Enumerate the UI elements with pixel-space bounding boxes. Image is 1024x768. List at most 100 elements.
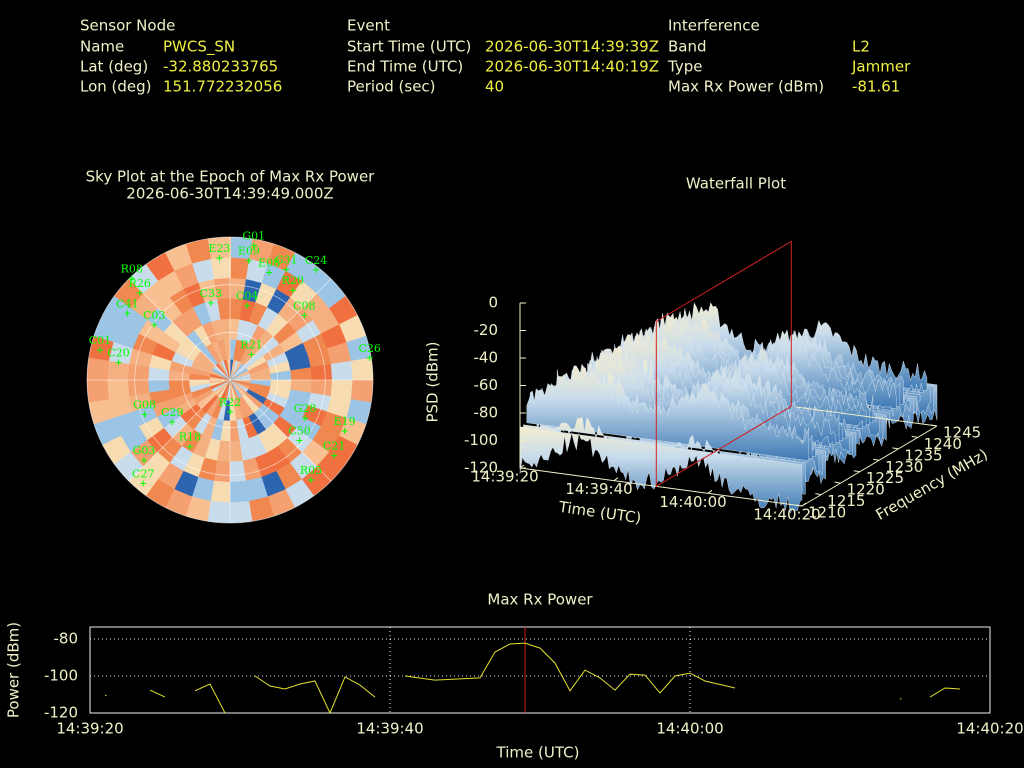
satellite: [115, 359, 122, 366]
sky-cell: [131, 332, 158, 355]
sky-cell: [321, 323, 348, 350]
sky-cell: [167, 379, 190, 390]
frequency-tick-label: 1230: [885, 458, 923, 476]
sky-cell: [179, 403, 202, 424]
sky-cell: [288, 389, 312, 407]
field-label: End Time (UTC): [347, 58, 463, 76]
sky-cell: [171, 423, 194, 447]
line-title: Max Rx Power: [487, 591, 593, 609]
sky-cell: [290, 280, 319, 309]
x-axis-label: Time (UTC): [496, 744, 580, 762]
satellite: [302, 415, 309, 422]
x-tick-label: 14:40:00: [656, 720, 723, 738]
satellite: [289, 287, 296, 294]
sky-cell: [200, 394, 218, 414]
frequency-tick: [795, 504, 803, 507]
section-title: Sensor Node: [80, 17, 175, 35]
sky-cell: [230, 237, 254, 260]
sky-cell: [128, 392, 153, 412]
sky-cell: [201, 320, 218, 344]
sky-cell: [174, 398, 197, 417]
sky-cell: [203, 438, 221, 462]
y-tick-label: -120: [44, 704, 78, 722]
satellite: [169, 419, 176, 426]
frequency-tick-label: 1240: [924, 435, 962, 453]
z-tick-label: -20: [474, 321, 499, 339]
sky-cell: [184, 496, 211, 523]
satellite-label: C21: [323, 440, 345, 453]
sky-cell: [249, 237, 276, 264]
sky-cell: [230, 380, 243, 400]
sky-cell: [170, 392, 194, 409]
sky-cell: [302, 333, 329, 356]
epoch-plane: [655, 240, 792, 488]
sky-cell: [188, 373, 210, 380]
sky-cell: [261, 262, 287, 290]
satellite: [283, 266, 290, 273]
satellite-label: C33: [200, 287, 222, 300]
sky-cell: [254, 329, 275, 352]
sky-cell: [230, 338, 237, 360]
sky-cell: [217, 297, 231, 320]
satellite: [366, 354, 373, 361]
sky-cell: [253, 408, 274, 431]
sky-cell: [246, 355, 268, 371]
field-value: 2026-06-30T14:39:39Z: [485, 38, 659, 56]
sky-cell: [296, 319, 323, 344]
sky-cell: [185, 237, 212, 264]
sky-cell: [254, 452, 277, 479]
frequency-tick: [873, 458, 880, 461]
sky-cell: [210, 418, 224, 442]
time-tick: [801, 502, 807, 507]
field-label: Max Rx Power (dBm): [668, 78, 824, 96]
sky-cell: [229, 480, 250, 504]
sky-cell: [266, 392, 290, 409]
sky-cell: [223, 380, 230, 402]
sky-cell: [179, 335, 202, 356]
satellite-label: C27: [132, 467, 154, 480]
sky-cell: [320, 411, 348, 437]
sky-cell: [327, 341, 353, 365]
sky-cell: [207, 237, 232, 259]
satellite-label: R26: [129, 277, 151, 290]
sky-cell: [346, 335, 373, 362]
sky-cell: [273, 416, 297, 439]
sky-cell: [230, 380, 252, 387]
sky-cell: [163, 321, 187, 344]
field-label: Start Time (UTC): [347, 38, 471, 56]
z-tick-label: 0: [488, 294, 498, 312]
sky-cell: [242, 416, 259, 440]
sky-cell: [156, 330, 181, 353]
sky-cell: [106, 359, 130, 380]
sky-cell: [302, 405, 329, 428]
sky-cell: [229, 400, 237, 422]
satellite: [250, 242, 257, 249]
sky-cell: [168, 360, 192, 374]
sky-cell: [217, 360, 230, 380]
satellite-label: C08: [293, 299, 315, 312]
sky-cell: [268, 360, 292, 374]
sky-cell: [230, 380, 251, 390]
sky-cell: [258, 404, 281, 425]
sky-cell: [147, 366, 170, 380]
sky-cell: [87, 334, 114, 361]
sky-cell: [223, 358, 230, 380]
sky-cell: [208, 380, 230, 387]
sky-cell: [173, 470, 199, 498]
sky-cell: [107, 395, 133, 419]
field-label: Band: [668, 38, 707, 56]
frequency-tick: [930, 424, 938, 427]
satellite-label: C24: [305, 254, 327, 267]
sky-cell: [217, 380, 230, 400]
field-label: Lat (deg): [80, 58, 148, 76]
sky-cell: [236, 398, 249, 420]
sky-cell: [246, 257, 270, 284]
sky-cell: [210, 380, 230, 393]
z-tick-label: -60: [474, 376, 499, 394]
sky-cell: [265, 423, 289, 448]
frequency-tick: [911, 435, 918, 438]
sky-cell: [190, 386, 212, 399]
sky-cell: [168, 445, 193, 472]
sky-cell: [248, 386, 270, 400]
sky-cell: [289, 452, 318, 481]
